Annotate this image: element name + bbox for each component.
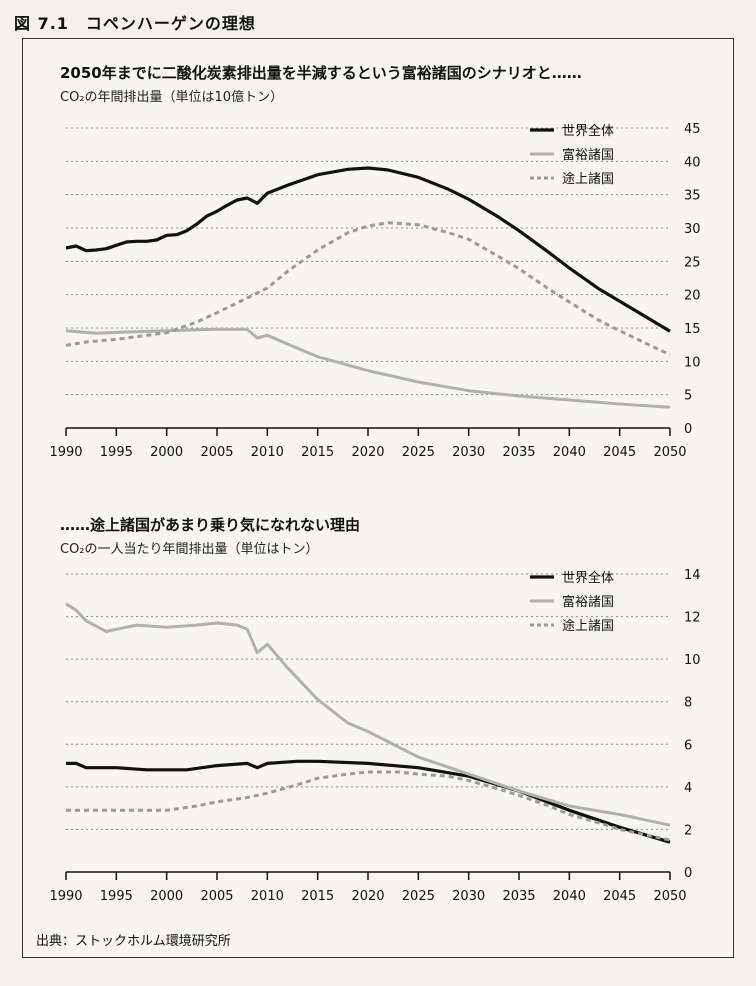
chart-title-0: 2050年までに二酸化炭素排出量を半減するという富裕諸国のシナリオと…… [60,64,582,82]
x-tick-label-0-8: 2030 [452,445,485,460]
y-tick-label-1-4: 6 [684,738,692,753]
x-tick-label-0-0: 1990 [49,445,82,460]
series-line-0-0 [65,166,671,333]
x-tick-label-0-2: 2000 [150,445,183,460]
series-line-0-1 [65,327,671,409]
x-tick-label-0-9: 2035 [502,445,535,460]
x-tick-label-1-2: 2000 [150,889,183,904]
x-tick-label-1-3: 2005 [200,889,233,904]
y-tick-label-0-0: 45 [684,122,701,137]
y-tick-label-0-1: 40 [684,155,701,170]
legend-label-0-2: 途上諸国 [562,171,614,187]
x-tick-label-1-11: 2045 [603,889,636,904]
y-tick-label-0-5: 20 [684,289,701,304]
y-tick-label-0-6: 15 [684,322,701,337]
series-line-1-1 [65,602,671,827]
x-tick-label-1-8: 2030 [452,889,485,904]
source-note: 出典：ストックホルム環境研究所 [36,934,231,949]
x-tick-label-1-4: 2010 [251,889,284,904]
y-tick-label-0-2: 35 [684,189,701,204]
series-line-0-2 [65,221,671,357]
legend-label-0-0: 世界全体 [562,123,614,139]
x-tick-label-0-3: 2005 [200,445,233,460]
series-line-1-2 [66,770,671,842]
x-tick-label-1-0: 1990 [49,889,82,904]
x-tick-label-0-11: 2045 [603,445,636,460]
y-tick-label-0-7: 10 [684,355,701,370]
x-tick-label-1-1: 1995 [100,889,133,904]
x-tick-label-1-9: 2035 [502,889,535,904]
legend-label-0-1: 富裕諸国 [562,147,614,163]
y-tick-label-0-4: 25 [684,255,701,270]
chart-title-1: ……途上諸国があまり乗り気になれない理由 [60,516,360,534]
x-tick-label-0-1: 1995 [100,445,133,460]
x-tick-label-1-10: 2040 [553,889,586,904]
y-tick-label-1-5: 4 [684,781,692,796]
x-tick-label-1-6: 2020 [351,889,384,904]
y-tick-label-1-7: 0 [684,866,692,881]
x-tick-label-0-6: 2020 [351,445,384,460]
y-tick-label-1-3: 8 [684,696,692,711]
y-tick-label-0-9: 0 [684,422,692,437]
chart-subtitle-1: CO₂の一人当たり年間排出量（単位はトン） [60,541,319,557]
x-tick-label-0-12: 2050 [653,445,686,460]
figure-frame [22,38,734,958]
x-tick-label-1-5: 2015 [301,889,334,904]
x-tick-label-0-10: 2040 [553,445,586,460]
legend-label-1-2: 途上諸国 [562,618,614,634]
x-tick-label-0-4: 2010 [251,445,284,460]
y-tick-label-1-6: 2 [684,823,692,838]
x-tick-label-1-12: 2050 [653,889,686,904]
y-tick-label-0-3: 30 [684,222,701,237]
legend-label-1-0: 世界全体 [562,570,614,586]
y-tick-label-0-8: 5 [684,389,692,404]
chart-subtitle-0: CO₂の年間排出量（単位は10億トン） [60,89,283,105]
x-tick-label-1-7: 2025 [402,889,435,904]
x-tick-label-0-7: 2025 [402,445,435,460]
legend-label-1-1: 富裕諸国 [562,594,614,610]
y-tick-label-1-0: 14 [684,568,701,583]
y-tick-label-1-2: 10 [684,653,701,668]
x-tick-label-0-5: 2015 [301,445,334,460]
figure-title: 図 7.1 コペンハーゲンの理想 [14,14,256,33]
y-tick-label-1-1: 12 [684,611,701,626]
